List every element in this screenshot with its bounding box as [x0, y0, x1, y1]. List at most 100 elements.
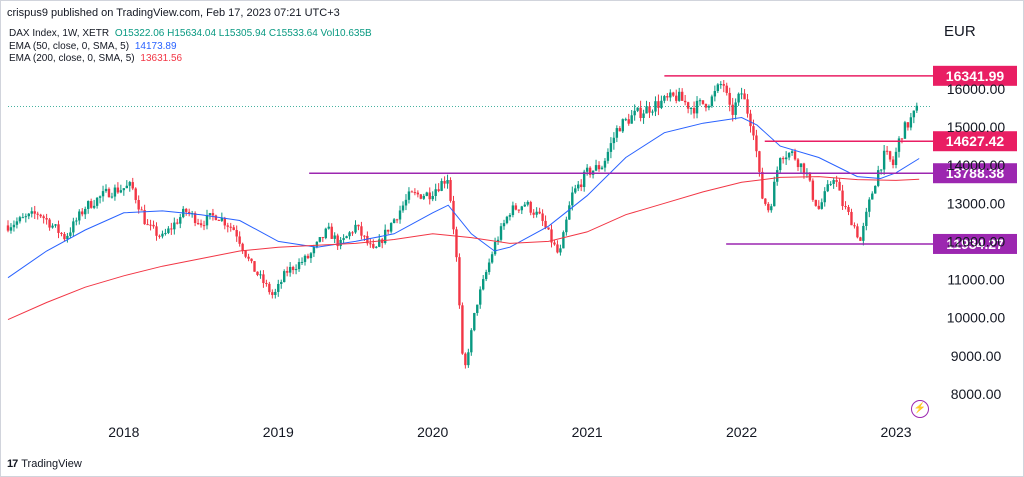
candle-body	[499, 226, 503, 240]
candle-body	[461, 305, 464, 354]
candle-body	[660, 100, 663, 108]
level-label: 11934.27	[946, 236, 1004, 252]
candle-body	[844, 206, 847, 208]
candle-body	[164, 232, 167, 234]
candle-body	[627, 119, 630, 124]
candle-body	[716, 84, 720, 92]
candle-body	[514, 205, 518, 210]
candle-body	[606, 151, 610, 161]
candle-body	[868, 199, 871, 212]
candle-body	[603, 160, 607, 168]
candle-body	[758, 151, 761, 172]
indicator-legend: DAX Index, 1W, XETR O15322.06 H15634.04 …	[9, 28, 375, 66]
candle-body	[306, 255, 310, 259]
x-tick-label: 2021	[572, 424, 603, 440]
candle-body	[484, 272, 488, 280]
candle-body	[336, 235, 339, 247]
candle-body	[21, 217, 25, 219]
candle-body	[526, 201, 529, 205]
candle-body	[556, 244, 559, 253]
candle-body	[790, 151, 794, 154]
candle-body	[131, 182, 134, 189]
candle-body	[505, 216, 509, 224]
candle-body	[490, 254, 494, 263]
candle-body	[309, 253, 313, 259]
candle-body	[324, 228, 327, 239]
candle-body	[119, 190, 123, 193]
candle-body	[692, 107, 696, 114]
candle-body	[479, 289, 482, 305]
candle-body	[283, 271, 286, 283]
candle-body	[559, 248, 562, 253]
candle-body	[680, 91, 684, 101]
candle-body	[12, 224, 16, 228]
candle-body	[386, 229, 390, 232]
candle-body	[285, 271, 289, 273]
candle-body	[18, 217, 22, 222]
candle-body	[137, 199, 140, 210]
candle-body	[315, 241, 319, 247]
bolt-icon[interactable]: ⚡	[911, 400, 929, 418]
candle-body	[27, 213, 30, 217]
candle-body	[187, 211, 191, 214]
candle-body	[615, 128, 619, 138]
candle-body	[645, 106, 648, 114]
candle-body	[45, 218, 48, 220]
candle-body	[624, 119, 627, 121]
candle-body	[862, 225, 865, 241]
candle-body	[473, 313, 476, 331]
candle-body	[271, 292, 274, 295]
candle-body	[796, 159, 800, 168]
x-tick-label: 2019	[263, 424, 294, 440]
candle-body	[686, 102, 690, 109]
candle-body	[835, 180, 838, 182]
candle-body	[149, 224, 152, 226]
candle-body	[15, 221, 19, 225]
candle-body	[440, 181, 443, 191]
candle-body	[832, 180, 835, 184]
y-tick-label: 9000.00	[951, 348, 1002, 364]
candle-body	[778, 158, 782, 171]
candle-body	[532, 212, 535, 215]
candle-body	[814, 199, 818, 206]
candle-body	[802, 163, 806, 175]
candle-body	[698, 100, 702, 102]
candle-body	[262, 274, 265, 284]
candle-body	[342, 238, 345, 240]
candle-body	[609, 143, 613, 152]
candle-body	[33, 211, 36, 214]
candle-body	[176, 222, 179, 224]
candle-body	[84, 208, 87, 215]
candle-body	[375, 246, 378, 248]
candle-body	[891, 159, 895, 165]
candle-body	[422, 195, 425, 199]
currency-label: EUR	[944, 23, 976, 40]
candle-body	[820, 202, 823, 209]
level-label-box	[933, 163, 1017, 184]
level-label-box	[933, 65, 1017, 86]
candle-body	[339, 239, 342, 247]
candle-body	[710, 96, 714, 107]
candle-body	[829, 183, 832, 185]
candle-body	[401, 205, 405, 211]
candle-body	[173, 222, 176, 230]
candle-body	[535, 211, 538, 215]
candle-body	[54, 224, 57, 226]
x-tick-label: 2018	[108, 424, 139, 440]
legend-ema50-value: 14173.89	[134, 40, 177, 52]
candle-body	[648, 106, 651, 113]
candle-body	[95, 197, 99, 206]
candle-body	[767, 203, 770, 211]
candle-body	[60, 232, 63, 234]
candle-body	[734, 102, 737, 115]
candle-body	[434, 189, 437, 196]
candle-body	[675, 95, 678, 101]
candle-body	[743, 93, 746, 100]
candle-body	[508, 215, 512, 217]
candle-body	[366, 235, 369, 244]
candle-body	[104, 188, 108, 192]
y-tick-label: 11000.00	[947, 272, 1005, 288]
candle-body	[63, 233, 66, 240]
candle-body	[232, 227, 235, 230]
